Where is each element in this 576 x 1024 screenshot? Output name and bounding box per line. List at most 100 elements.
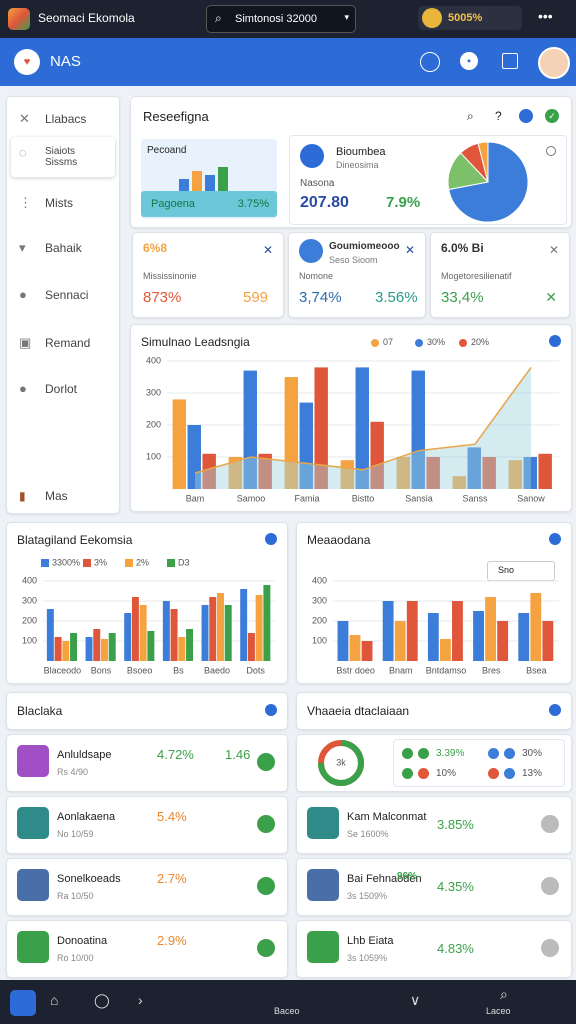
search-box[interactable]: ⌕ Simtonosi 32000 ▾ — [206, 5, 356, 33]
stat-dot — [418, 748, 429, 759]
list-title: Vhaaeia dtaclaiaan — [307, 704, 410, 718]
kpi-value: 3,74% — [299, 289, 342, 306]
kpi-icon[interactable]: ✕ — [548, 243, 559, 257]
bar — [299, 402, 313, 489]
item-sub: Rs 4/90 — [57, 767, 89, 777]
icon[interactable]: › — [138, 992, 143, 1008]
legend-dot — [459, 339, 467, 347]
menu-dots[interactable]: ••• — [538, 8, 553, 24]
chart-icon[interactable] — [549, 335, 561, 347]
sidebar-footer[interactable]: Mas — [45, 489, 68, 503]
kpi-icon[interactable]: ✕ — [545, 289, 557, 305]
item-action[interactable] — [541, 877, 559, 895]
pie-icon — [300, 144, 324, 168]
stat-dot — [402, 768, 413, 779]
kpi-label: Mogetoresilienatif — [441, 271, 512, 281]
home-button[interactable] — [10, 990, 36, 1016]
y-tick-label: 100 — [312, 635, 327, 645]
icon[interactable] — [519, 109, 533, 123]
item-name: Donoatina — [57, 935, 108, 947]
list-row[interactable]: 3k 3.39% 30% 10% 13% — [296, 734, 572, 792]
sidebar-item[interactable]: Bahaik — [45, 241, 82, 255]
list-row[interactable]: Kam Malconmat Se 1600% 3.85% — [296, 796, 572, 854]
legend-swatch — [167, 559, 175, 567]
sidebar-icon[interactable]: ▾ — [19, 240, 26, 255]
icon[interactable]: ⌕ — [467, 109, 474, 123]
sidebar-icon[interactable]: ▣ — [19, 335, 32, 350]
sidebar-item[interactable]: Dorlot — [45, 382, 78, 396]
pie-value: 207.80 — [300, 194, 349, 211]
bottom-label[interactable]: Laceo — [486, 1006, 511, 1016]
item-icon — [17, 931, 49, 963]
icon[interactable]: ∨ — [410, 992, 421, 1008]
bar — [186, 629, 194, 661]
sidebar-item[interactable]: Mists — [45, 196, 73, 210]
sidebar-icon[interactable]: ◌ — [19, 145, 27, 160]
sidebar-item[interactable]: Sennaci — [45, 288, 89, 302]
item-action[interactable] — [257, 753, 275, 771]
y-tick-label: 300 — [22, 595, 37, 605]
list-row[interactable]: Sonelkoeads Ra 10/50 2.7% — [6, 858, 288, 916]
item-action[interactable] — [541, 939, 559, 957]
item-action[interactable] — [257, 815, 275, 833]
top-bar: Seomaci Ekomola ⌕ Simtonosi 32000 ▾ 5005… — [0, 0, 576, 38]
bar — [202, 453, 216, 489]
sidebar-icon[interactable]: ⋮ — [19, 195, 32, 210]
y-tick-label: 100 — [22, 635, 37, 645]
x-tick-label: Sansia — [405, 493, 433, 503]
stat-value: 10% — [436, 768, 457, 779]
bar — [530, 593, 542, 661]
sidebar-icon[interactable]: ● — [19, 287, 27, 302]
item-action[interactable] — [257, 877, 275, 895]
kpi-icon[interactable]: ✕ — [262, 243, 273, 257]
icon[interactable]: ? — [495, 109, 502, 123]
list-row[interactable]: Bai Fehnaoden 3s 1509% 4.35% 96% — [296, 858, 572, 916]
sidebar-icon[interactable]: ● — [19, 381, 27, 396]
gauge: 3k — [318, 740, 364, 786]
item-icon — [307, 807, 339, 839]
avatar[interactable] — [538, 47, 570, 79]
chart-icon[interactable] — [265, 533, 277, 545]
pie-change: 7.9% — [386, 194, 421, 211]
icon[interactable]: ✓ — [545, 109, 559, 123]
bar — [170, 609, 178, 661]
item-action[interactable] — [257, 939, 275, 957]
list-row[interactable]: Donoatina Ro 10/00 2.9% — [6, 920, 288, 978]
bar — [337, 621, 349, 661]
item-action[interactable] — [541, 815, 559, 833]
icon[interactable]: ◯ — [94, 992, 110, 1008]
bar — [518, 613, 530, 661]
nav-icon[interactable]: ⬩ — [460, 52, 478, 70]
list-header: Blaclaka — [6, 692, 288, 730]
nav-icon[interactable] — [502, 53, 518, 69]
item-value: 2.9% — [157, 933, 187, 948]
mini-bar — [205, 175, 215, 191]
kpi-icon[interactable]: ✕ — [404, 243, 415, 257]
list-row[interactable]: Lhb Eiata 3s 1059% 4.83% — [296, 920, 572, 978]
sidebar-item[interactable]: Remand — [45, 336, 91, 350]
search-text: Simtonosi 32000 — [235, 13, 317, 25]
sidebar-item[interactable]: Llabacs — [45, 112, 87, 126]
pie-title: Bioumbea — [336, 146, 386, 158]
kpi-title: Goumiomeooo — [329, 241, 400, 252]
bottom-label[interactable]: Baceo — [274, 1006, 300, 1016]
kpi-label: Nomone — [299, 271, 334, 281]
balance[interactable]: 5005% — [418, 6, 522, 30]
sidebar-icon[interactable]: ✕ — [19, 111, 30, 126]
nav-icon[interactable] — [420, 52, 440, 72]
icon[interactable]: ⌕ — [500, 986, 508, 1002]
legend-swatch — [125, 559, 133, 567]
list-icon[interactable] — [265, 704, 277, 716]
icon[interactable]: ⌂ — [50, 992, 59, 1008]
list-row[interactable]: Anluldsape Rs 4/90 4.72% 1.46 — [6, 734, 288, 792]
list-icon[interactable] — [549, 704, 561, 716]
bar — [439, 639, 451, 661]
bar — [217, 593, 224, 661]
icon[interactable] — [546, 146, 556, 156]
list-row[interactable]: Aonlakaena No 10/59 5.4% — [6, 796, 288, 854]
sidebar-icon[interactable]: ▮ — [19, 489, 26, 503]
x-tick-label: Sanss — [462, 493, 488, 503]
legend-swatch — [41, 559, 49, 567]
sidebar-item[interactable]: Siaiots Sissms — [45, 146, 78, 168]
chart-icon[interactable] — [549, 533, 561, 545]
